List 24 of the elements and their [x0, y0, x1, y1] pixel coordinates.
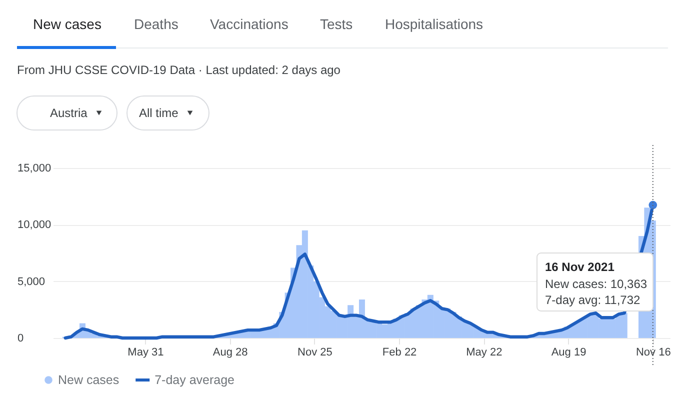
legend-label: New cases	[58, 373, 120, 387]
legend-label: 7-day average	[154, 373, 235, 387]
text: Deaths	[134, 16, 178, 32]
text: Austria	[50, 106, 88, 120]
y-tick-label: 0	[18, 332, 24, 344]
x-tick-label: May 22	[466, 346, 502, 358]
x-tick-label: Feb 22	[382, 346, 417, 358]
y-tick-label: 10,000	[18, 219, 52, 232]
text: Hospitalisations	[385, 16, 484, 32]
annotation: 7-day avg: 11,732	[545, 293, 641, 307]
x-tick-label: Nov 16	[636, 346, 671, 358]
text: From JHU CSSE COVID-19 Data · Last updated: 2 days ago	[17, 63, 341, 77]
x-tick-label: Aug 19	[551, 346, 586, 358]
text: New cases	[33, 16, 102, 32]
x-tick-label: Aug 28	[212, 346, 248, 358]
x-tick-label: Nov 25	[298, 346, 332, 358]
annotation: 16 Nov 2021	[545, 260, 615, 274]
y-tick-label: 15,000	[18, 162, 52, 174]
text: All time	[139, 106, 179, 120]
text: Vaccinations	[210, 16, 288, 32]
text: Tests	[320, 16, 353, 32]
annotation: New cases: 10,363	[545, 277, 648, 291]
y-tick-label: 5,000	[18, 276, 46, 288]
x-tick-label: May 31	[128, 346, 164, 358]
